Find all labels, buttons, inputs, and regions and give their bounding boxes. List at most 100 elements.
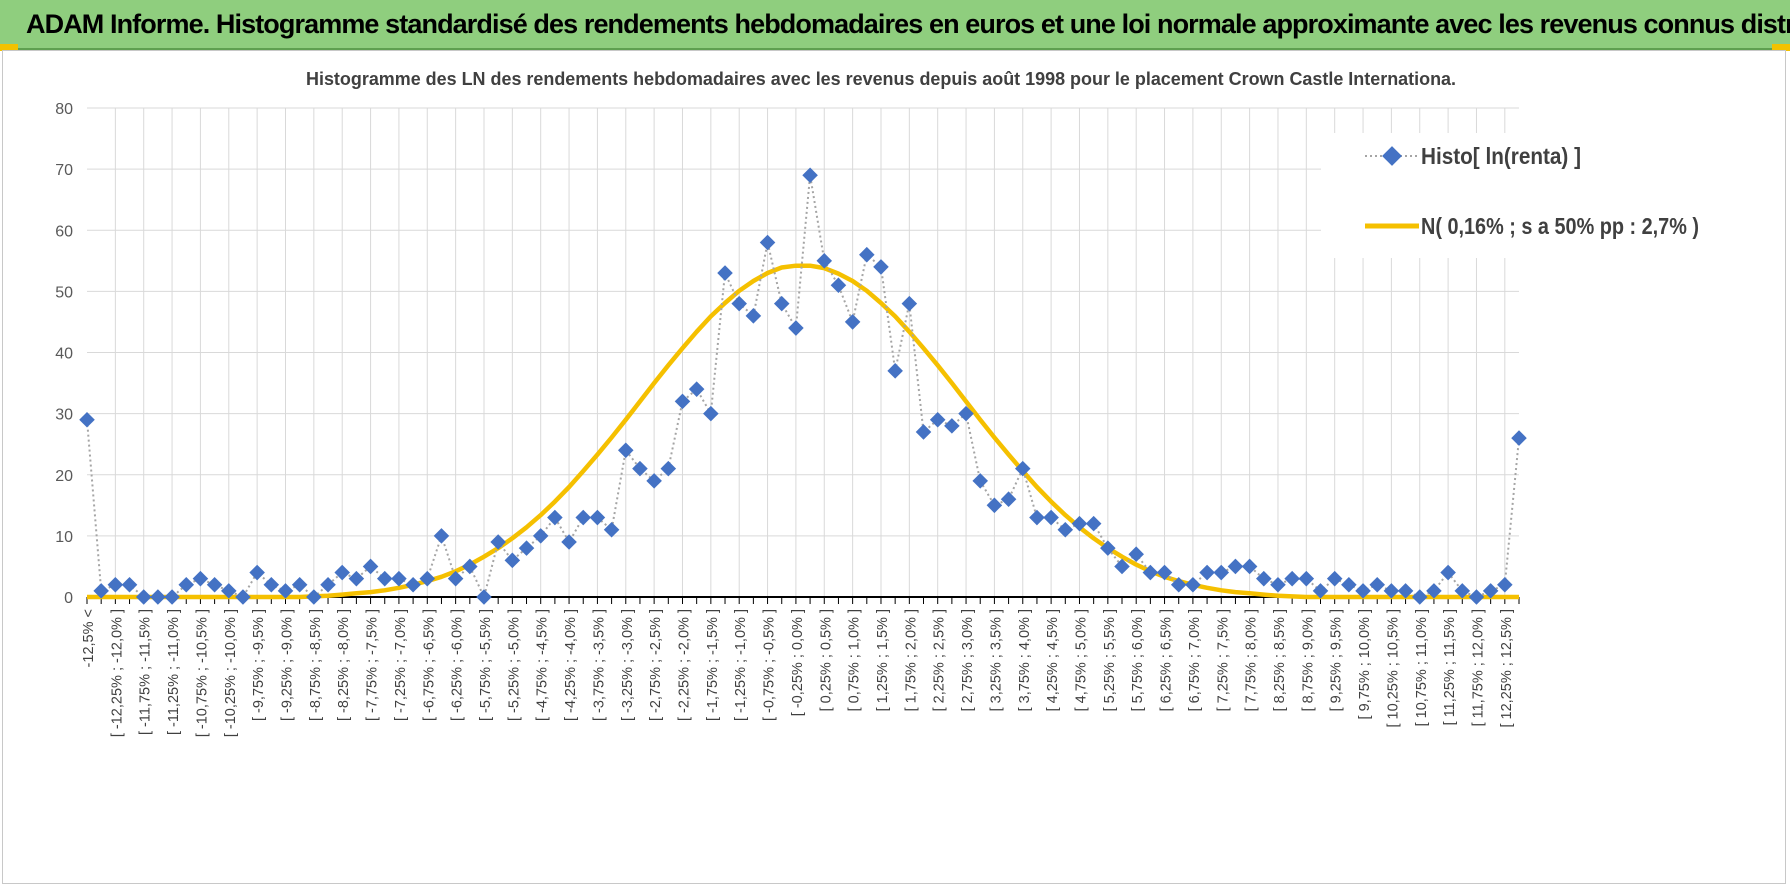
histogram-point xyxy=(830,277,847,294)
histogram-point xyxy=(1270,576,1286,593)
x-tick-label: [ 9,75% ; 10,0% ] xyxy=(1357,609,1373,719)
histogram-point xyxy=(306,589,322,605)
x-tick-label: [ 4,25% ; 4,5% ] xyxy=(1045,609,1061,711)
x-tick-label: [ -7,25% ; -7,0% ] xyxy=(393,609,409,721)
x-tick-label: [ 2,25% ; 2,5% ] xyxy=(932,609,948,711)
histogram-point xyxy=(1241,558,1258,575)
report-banner: ADAM Informe. Histogramme standardisé de… xyxy=(0,0,1790,50)
x-axis: -12,5% < [ -12,25% ; -12,0% ] [ -11,75% ; … xyxy=(81,596,1520,737)
legend-histo-label: Histo[ ln(renta) ] xyxy=(1421,143,1581,169)
x-tick-label: [ 12,25% ; 12,5% ] xyxy=(1499,609,1515,728)
x-tick-label: [ 7,25% ; 7,5% ] xyxy=(1215,609,1231,711)
x-tick-label: [ -10,75% ; -10,5% ] xyxy=(194,609,210,737)
histogram-point xyxy=(1071,515,1088,532)
report-title: ADAM Informe. Histogramme standardisé de… xyxy=(26,9,1790,39)
histogram-point xyxy=(717,265,733,281)
histogram-point xyxy=(1128,546,1144,562)
x-tick-label: [ -2,25% ; -2,0% ] xyxy=(676,609,692,721)
histogram-point xyxy=(107,576,124,593)
y-tick-label: 40 xyxy=(55,346,73,363)
y-tick-label: 10 xyxy=(55,529,73,546)
histogram-point xyxy=(263,576,280,593)
histogram-point xyxy=(873,259,889,275)
histogram-point xyxy=(1383,583,1400,599)
histogram-point xyxy=(1142,564,1159,581)
x-tick-label: [ -8,25% ; -8,0% ] xyxy=(336,609,352,721)
histogram-point xyxy=(206,576,223,593)
histogram-point xyxy=(575,509,592,526)
histogram-point xyxy=(1284,570,1300,587)
x-tick-label: [ -1,25% ; -1,0% ] xyxy=(733,609,749,721)
histogram-point xyxy=(1199,564,1215,581)
histogram-point xyxy=(121,576,138,593)
histogram-point xyxy=(490,534,506,550)
legend-box xyxy=(1321,133,1661,258)
histogram-point xyxy=(887,363,903,379)
histogram-point xyxy=(79,411,95,428)
x-tick-label: [ 10,75% ; 11,0% ] xyxy=(1414,609,1430,726)
histogram-point xyxy=(773,295,790,312)
y-axis: 0 10 20 30 40 50 60 70 80 xyxy=(55,101,73,607)
histogram-point xyxy=(1000,491,1017,507)
grid-lines xyxy=(87,107,1519,597)
histogram-point xyxy=(1440,564,1456,581)
histogram-point xyxy=(249,564,265,581)
histogram-point xyxy=(929,411,946,428)
histogram-point xyxy=(433,528,450,544)
x-tick-label: [ -10,25% ; -10,0% ] xyxy=(223,609,239,737)
series-histogram xyxy=(79,167,1527,605)
histogram-point xyxy=(1298,570,1315,587)
x-tick-label: [ -3,25% ; -3,0% ] xyxy=(620,609,636,721)
x-tick-label: [ 3,75% ; 4,0% ] xyxy=(1017,609,1033,711)
histogram-point xyxy=(532,528,549,544)
y-tick-label: 70 xyxy=(55,162,73,179)
x-tick-label: [ -12,25% ; -12,0% ] xyxy=(109,609,125,737)
histogram-point xyxy=(1369,576,1385,593)
histogram-point xyxy=(1057,521,1074,538)
chart-title: Histogramme des LN des rendements hebdom… xyxy=(306,68,1456,89)
x-tick-label: [ 8,25% ; 8,5% ] xyxy=(1272,609,1288,711)
x-tick-label: [ 3,25% ; 3,5% ] xyxy=(988,609,1004,711)
x-tick-label: [ -5,75% ; -5,5% ] xyxy=(478,609,494,721)
histogram-point xyxy=(135,589,152,605)
normal-curve-line xyxy=(87,263,1519,600)
x-tick-label: [ -11,25% ; -11,0% ] xyxy=(166,609,182,735)
histogram-point xyxy=(986,497,1003,514)
histogram-point xyxy=(476,589,492,605)
histogram-point xyxy=(972,473,989,489)
x-tick-label: [ 9,25% ; 9,5% ] xyxy=(1329,609,1345,711)
histogram-point xyxy=(1468,589,1485,605)
histogram-point xyxy=(1156,564,1173,581)
histogram-chart: Histogramme des LN des rendements hebdom… xyxy=(55,68,1699,737)
x-tick-label: [ -0,25% ; 0,0% ] xyxy=(790,609,806,716)
histogram-point xyxy=(1114,558,1130,575)
histogram-point xyxy=(1497,576,1513,593)
histogram-point xyxy=(1426,583,1442,599)
x-tick-label: [ -9,75% ; -9,5% ] xyxy=(251,609,267,721)
x-tick-label: [ 4,75% ; 5,0% ] xyxy=(1073,609,1089,711)
histogram-point xyxy=(1100,540,1116,556)
histogram-point xyxy=(1411,589,1428,605)
legend: Histo[ ln(renta) ] N( 0,16% ; s a 50% pp… xyxy=(1321,133,1699,258)
histogram-point xyxy=(901,295,918,312)
histogram-point xyxy=(1511,430,1527,446)
legend-normal-label: N( 0,16% ; s a 50% pp : 2,7% ) xyxy=(1421,213,1699,239)
histogram-point xyxy=(1029,509,1045,526)
histogram-point xyxy=(1341,576,1357,593)
x-tick-label: [ -4,25% ; -4,0% ] xyxy=(563,609,579,721)
histogram-point xyxy=(376,570,393,587)
histogram-point xyxy=(1185,576,1201,593)
x-tick-label: [ 0,25% ; 0,5% ] xyxy=(818,609,834,711)
x-tick-label: [ 7,75% ; 8,0% ] xyxy=(1244,609,1260,711)
histogram-point xyxy=(291,576,308,593)
x-tick-label: -12,5% < xyxy=(81,609,97,667)
histogram-point xyxy=(1326,570,1343,587)
y-tick-label: 30 xyxy=(55,407,73,424)
histogram-point xyxy=(235,589,251,605)
x-tick-label: [ -9,25% ; -9,0% ] xyxy=(279,609,295,721)
x-tick-label: [ -0,75% ; -0,5% ] xyxy=(762,609,778,721)
histogram-point xyxy=(617,442,634,459)
histogram-point xyxy=(391,570,407,587)
y-tick-label: 50 xyxy=(55,284,73,301)
x-tick-label: [ 1,25% ; 1,5% ] xyxy=(875,609,891,711)
